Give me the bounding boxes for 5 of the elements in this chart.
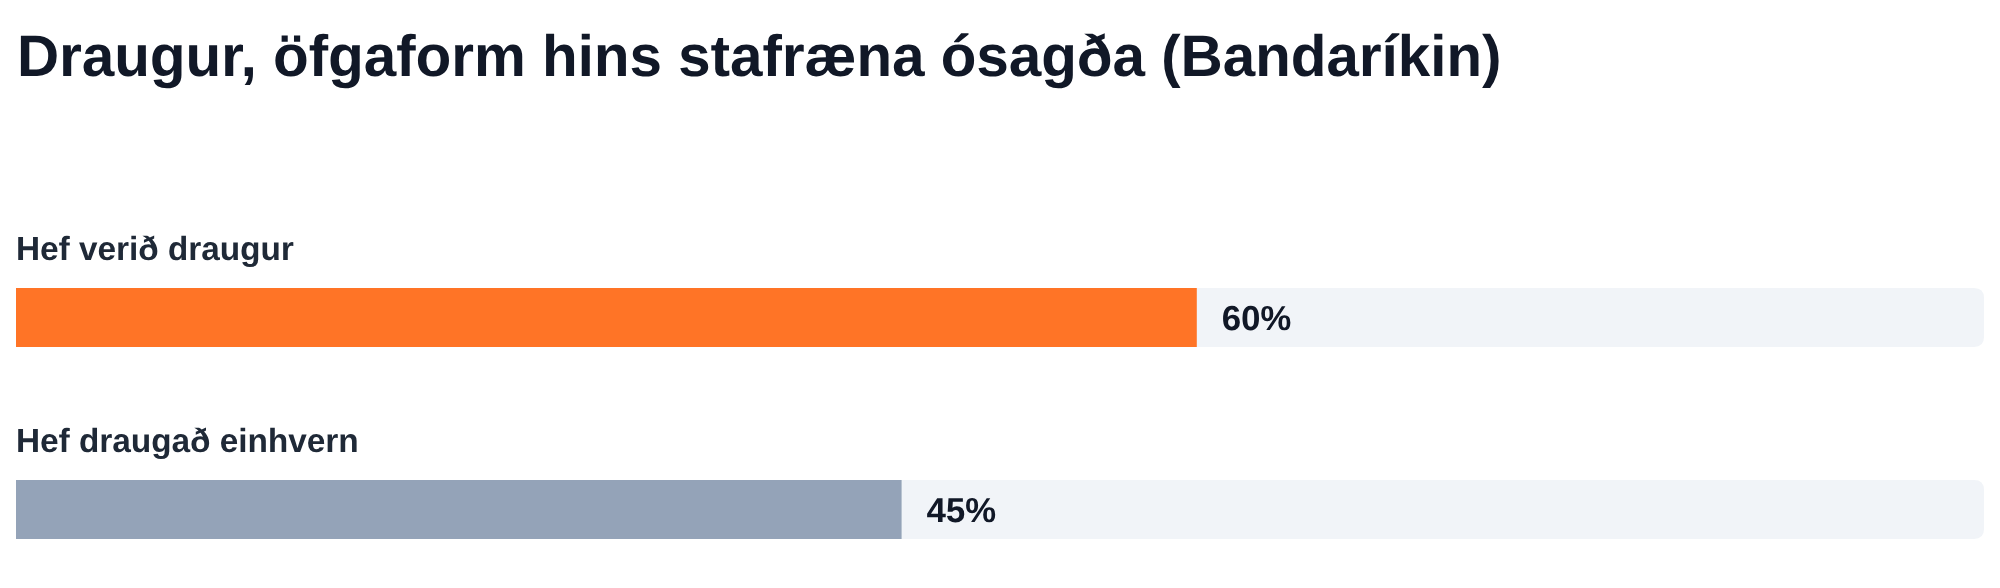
y-tick-label: Hef draugað einhvern bbox=[18, 427, 357, 460]
y-tick-label: Hef verið draugur bbox=[18, 235, 294, 268]
chart-title: Draugur, öfgaform hins stafræna ósagða (Bandaríkin) bbox=[20, 33, 1499, 89]
data-label: 60% bbox=[1223, 305, 1291, 331]
data-label: 45% bbox=[927, 497, 996, 523]
